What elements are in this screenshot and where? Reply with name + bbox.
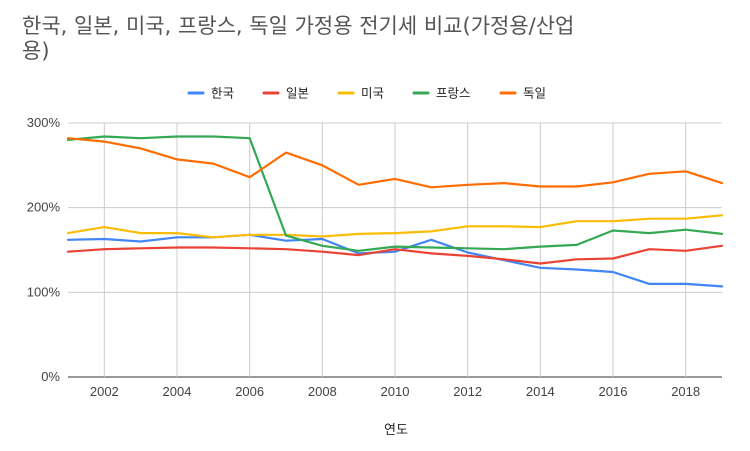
legend-label: 미국 xyxy=(361,86,384,101)
x-axis-label: 연도 xyxy=(384,423,408,438)
legend-label: 한국 xyxy=(211,86,234,101)
series-line-일본 xyxy=(66,244,724,265)
x-tick-label: 2014 xyxy=(526,384,555,399)
x-tick-label: 2012 xyxy=(453,384,482,399)
series-line-미국 xyxy=(66,214,724,239)
x-tick-label: 2010 xyxy=(381,384,410,399)
legend-label: 독일 xyxy=(523,86,546,101)
x-tick-label: 2002 xyxy=(90,384,119,399)
x-tick-label: 2004 xyxy=(163,384,192,399)
y-tick-label: 200% xyxy=(27,200,61,215)
x-tick-label: 2006 xyxy=(235,384,264,399)
legend-label: 일본 xyxy=(286,86,309,101)
x-tick-label: 2018 xyxy=(671,384,700,399)
series-line-프랑스 xyxy=(66,135,724,252)
y-tick-label: 300% xyxy=(27,115,61,130)
y-tick-label: 100% xyxy=(27,284,61,299)
series-line-한국 xyxy=(66,233,724,288)
chart-title: 한국, 일본, 미국, 프랑스, 독일 가정용 전기세 비교(가정용/산업용) xyxy=(22,14,575,63)
y-tick-label: 0% xyxy=(41,369,60,384)
x-tick-label: 2008 xyxy=(308,384,337,399)
x-tick-label: 2016 xyxy=(599,384,628,399)
legend-label: 프랑스 xyxy=(436,86,471,101)
series-line-독일 xyxy=(66,137,724,189)
